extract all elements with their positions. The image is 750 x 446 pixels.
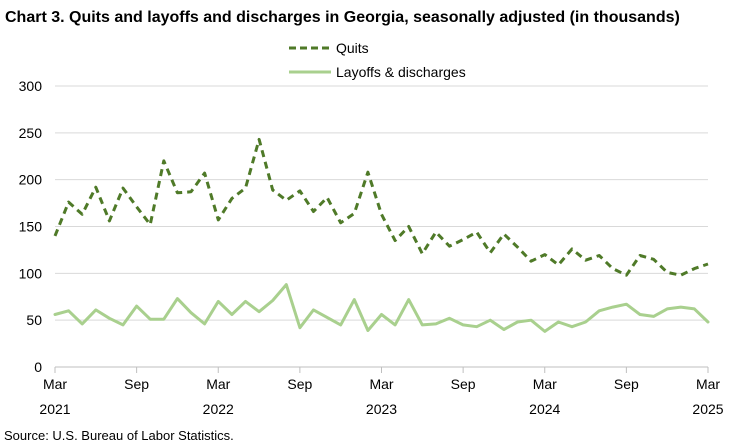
chart-title: Chart 3. Quits and layoffs and discharge… [5,9,680,26]
legend-label-layoffs: Layoffs & discharges [336,64,466,80]
x-tick-label: Sep [287,376,312,392]
x-tick-label: Mar [696,376,720,392]
series-line-layoffs [53,283,710,333]
source-note: Source: U.S. Bureau of Labor Statistics. [4,428,234,443]
x-tick-label: Sep [614,376,639,392]
x-tick-label: Mar [206,376,230,392]
x-tick-label: Sep [451,376,476,392]
x-tick-year-label: 2024 [529,401,560,417]
x-tick-label: Mar [369,376,393,392]
y-tick-label: 250 [19,125,43,141]
series-lines [53,137,710,333]
y-tick-label: 50 [26,312,42,328]
x-tick-year-label: 2023 [366,401,397,417]
x-tick-label: Mar [533,376,557,392]
y-tick-label: 100 [19,265,43,281]
legend: Quits Layoffs & discharges [289,40,466,80]
y-tick-label: 150 [19,219,43,235]
gridlines [55,85,708,321]
y-axis-tick-labels: 0 50 100 150 200 250 300 [19,78,43,375]
x-tick-year-label: 2021 [39,401,70,417]
series-line-quits [53,137,709,277]
x-tick-year-label: 2022 [203,401,234,417]
x-axis-ticks: Mar 2021 Sep Mar 2022 Sep Mar 2023 Sep Mar 2024 Sep… [39,367,724,417]
x-tick-year-label: 2025 [692,401,723,417]
legend-label-quits: Quits [336,40,369,56]
y-tick-label: 300 [19,78,43,94]
x-tick-label: Sep [124,376,149,392]
y-tick-label: 200 [19,172,43,188]
y-tick-label: 0 [34,359,42,375]
x-tick-label: Mar [43,376,67,392]
